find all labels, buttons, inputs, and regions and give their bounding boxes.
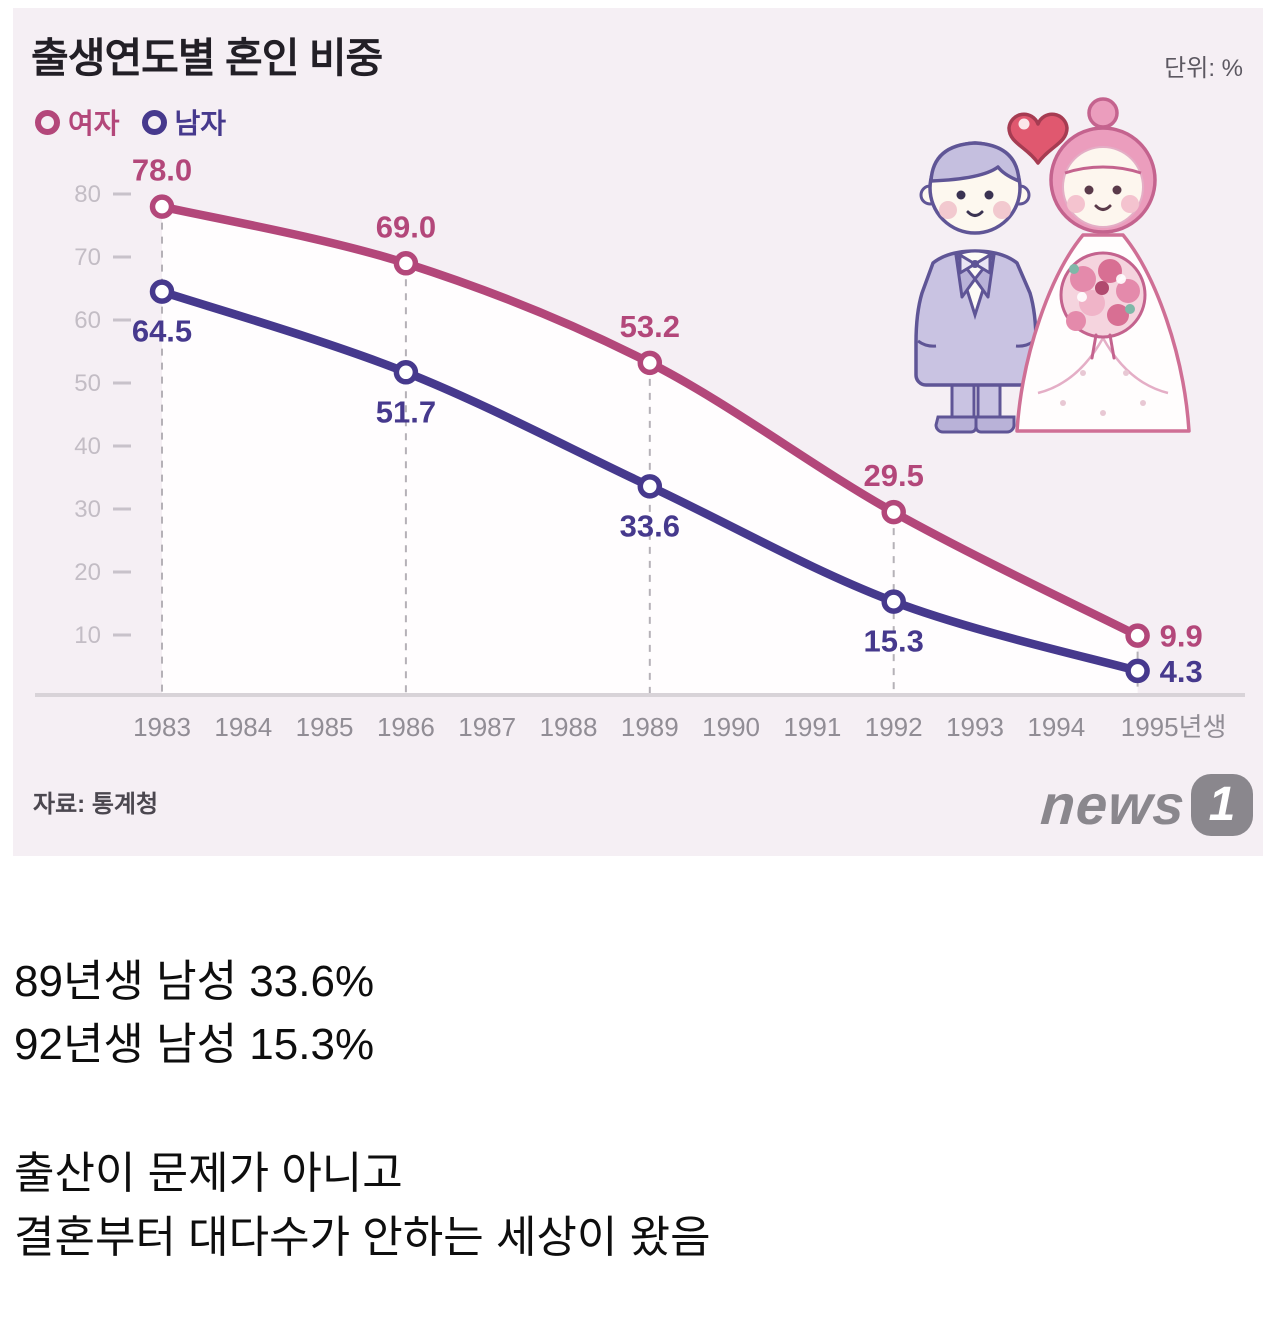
chart-title: 출생연도별 혼인 비중 — [31, 35, 383, 81]
source-label: 자료: 통계청 — [33, 791, 159, 818]
x-tick-label: 1992 — [865, 712, 923, 742]
female-data-label: 29.5 — [864, 458, 924, 493]
male-data-label: 15.3 — [864, 624, 924, 659]
male-marker — [1125, 658, 1150, 684]
chart-legend: 여자 남자 — [35, 102, 226, 142]
legend-label: 여자 — [68, 108, 120, 139]
y-tick-label: 50 — [74, 370, 101, 397]
male-marker — [149, 279, 175, 304]
legend-item-female: 여자 — [35, 102, 120, 142]
x-tick-label: 1995년생 — [1121, 712, 1227, 742]
male-data-label: 4.3 — [1160, 654, 1203, 689]
x-tick-label: 1983 — [133, 712, 191, 742]
y-tick-label: 10 — [74, 622, 101, 649]
y-tick-label: 30 — [74, 496, 101, 523]
caption-line: 출산이 문제가 아니고 — [14, 1149, 403, 1198]
caption-line: 92년생 남성 15.3% — [14, 1020, 375, 1069]
y-tick-label: 40 — [74, 433, 101, 460]
line-chart: 10 20 30 40 50 60 70 80 1983 1984 1985 1986 1987 1988… — [35, 153, 1245, 742]
bouquet-icon — [1059, 251, 1147, 360]
x-tick-label: 1994 — [1027, 712, 1085, 742]
unit-label: 단위: % — [1164, 55, 1243, 82]
legend-ring-icon — [141, 109, 167, 135]
legend-ring-icon — [35, 109, 60, 135]
x-tick-label: 1989 — [621, 712, 679, 742]
male-data-label: 64.5 — [132, 314, 192, 349]
male-marker — [393, 360, 419, 385]
caption-line: 89년생 남성 33.6% — [14, 957, 375, 1006]
female-data-label: 78.0 — [132, 153, 192, 188]
female-marker — [149, 194, 175, 219]
y-tick-label: 80 — [74, 181, 101, 208]
y-tick-label: 70 — [74, 244, 101, 271]
female-marker — [393, 251, 419, 276]
news1-logo: news 1 — [1039, 773, 1253, 836]
x-tick-label: 1986 — [377, 712, 435, 742]
female-data-label: 69.0 — [376, 209, 436, 244]
legend-label: 남자 — [174, 108, 227, 139]
groom-icon — [914, 141, 1038, 434]
x-tick-label: 1988 — [540, 712, 598, 742]
wedding-couple-illustration — [914, 97, 1191, 434]
y-tick-label: 60 — [74, 307, 101, 334]
x-tick-label: 1991 — [783, 712, 841, 742]
male-data-label: 33.6 — [620, 508, 680, 543]
female-marker — [881, 499, 906, 525]
heart-icon — [1007, 112, 1069, 165]
male-marker — [637, 474, 663, 499]
y-tick-label: 20 — [74, 559, 101, 586]
x-tick-label: 1993 — [946, 712, 1004, 742]
x-tick-label: 1990 — [702, 712, 760, 742]
legend-item-male: 남자 — [141, 102, 227, 142]
female-marker — [1125, 623, 1150, 648]
female-marker — [637, 350, 663, 376]
x-tick-label: 1984 — [214, 712, 272, 742]
x-tick-label: 1987 — [458, 712, 516, 742]
x-tick-label: 1985 — [296, 712, 354, 742]
female-data-label: 9.9 — [1160, 619, 1203, 654]
male-marker — [881, 589, 906, 614]
male-data-label: 51.7 — [376, 394, 436, 429]
chart-card: 10 20 30 40 50 60 70 80 1983 1984 1985 1986 1987 1988… — [13, 8, 1263, 856]
bride-icon — [1015, 97, 1191, 433]
caption-line: 결혼부터 대다수가 안하는 세상이 왔음 — [14, 1213, 711, 1262]
female-data-label: 53.2 — [620, 309, 680, 344]
news1-logo-badge: 1 — [1191, 774, 1253, 836]
